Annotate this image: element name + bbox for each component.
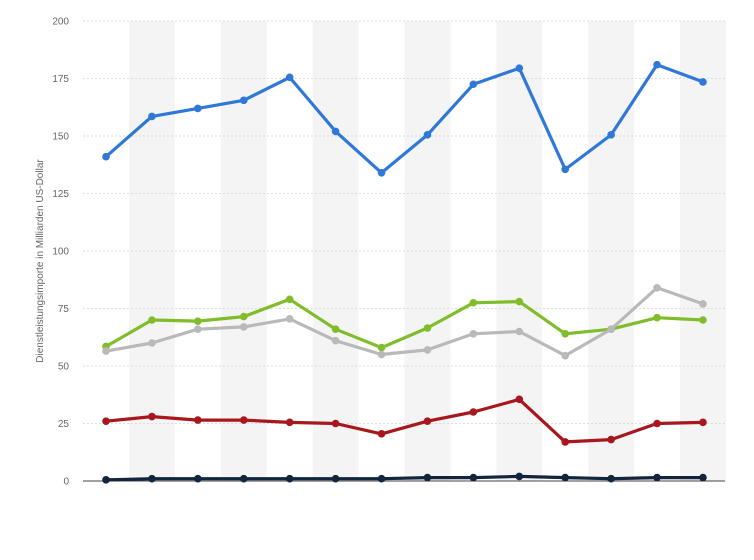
data-point[interactable] [285, 418, 294, 427]
y-axis-title: Dienstleistungsimporte in Milliarden US-… [35, 159, 46, 363]
data-point[interactable] [377, 350, 386, 359]
y-tick-label: 25 [58, 419, 70, 430]
data-point[interactable] [653, 313, 661, 322]
data-point[interactable] [469, 473, 478, 482]
data-point[interactable] [607, 474, 615, 483]
data-point[interactable] [194, 416, 202, 424]
data-point[interactable] [699, 418, 707, 427]
series-line [104, 63, 705, 175]
data-point[interactable] [515, 327, 524, 336]
data-point[interactable] [561, 438, 569, 446]
y-tick-label: 100 [52, 247, 69, 258]
data-point[interactable] [331, 325, 340, 334]
data-point[interactable] [102, 476, 110, 484]
y-tick-label: 150 [52, 132, 69, 143]
y-tick-label: 175 [52, 74, 69, 85]
data-point[interactable] [377, 430, 386, 438]
data-point[interactable] [285, 73, 294, 82]
data-point[interactable] [607, 131, 615, 139]
grid-lines [83, 20, 725, 424]
data-point[interactable] [102, 417, 110, 426]
data-point[interactable] [285, 474, 294, 483]
data-point[interactable] [423, 473, 432, 482]
series-5 [102, 472, 707, 484]
data-point[interactable] [699, 316, 707, 324]
data-point[interactable] [515, 472, 524, 481]
data-point[interactable] [285, 295, 294, 304]
y-tick-label: 50 [58, 362, 70, 373]
data-point[interactable] [102, 152, 110, 161]
data-point[interactable] [331, 336, 340, 345]
data-point[interactable] [148, 112, 156, 121]
data-point[interactable] [607, 435, 615, 444]
series-2 [102, 295, 707, 352]
data-point[interactable] [469, 330, 478, 338]
data-point[interactable] [423, 346, 432, 354]
data-point[interactable] [561, 330, 569, 338]
y-tick-label: 0 [63, 477, 69, 488]
y-tick-label: 75 [58, 304, 70, 315]
data-point[interactable] [194, 104, 202, 113]
data-point[interactable] [148, 412, 156, 421]
series-line [104, 474, 705, 482]
data-point[interactable] [239, 474, 248, 483]
data-point[interactable] [653, 473, 661, 482]
y-tick-label: 200 [52, 17, 69, 28]
data-point[interactable] [285, 315, 294, 323]
data-point[interactable] [331, 127, 340, 136]
data-point[interactable] [239, 323, 248, 331]
data-point[interactable] [194, 325, 202, 334]
data-point[interactable] [331, 474, 340, 483]
series-line [104, 297, 705, 350]
data-point[interactable] [377, 169, 386, 177]
data-point[interactable] [469, 80, 478, 89]
data-point[interactable] [423, 417, 432, 426]
y-tick-labels: 0 25 50 75 100 125 150 175 200 [52, 17, 69, 488]
data-point[interactable] [469, 298, 478, 307]
data-point[interactable] [194, 317, 202, 325]
data-point[interactable] [377, 343, 386, 352]
data-point[interactable] [331, 419, 340, 428]
data-point[interactable] [148, 474, 156, 483]
data-point[interactable] [607, 325, 615, 334]
y-tick-label: 125 [52, 189, 69, 200]
data-point[interactable] [653, 60, 661, 69]
series-layer [102, 60, 707, 484]
data-point[interactable] [148, 339, 156, 347]
series-4 [102, 395, 707, 446]
data-point[interactable] [699, 78, 707, 86]
data-point[interactable] [515, 297, 524, 306]
data-point[interactable] [194, 474, 202, 483]
series-line [104, 397, 705, 444]
data-point[interactable] [515, 64, 524, 72]
series-1 [102, 60, 707, 177]
data-point[interactable] [653, 284, 661, 292]
data-point[interactable] [699, 300, 707, 308]
data-point[interactable] [102, 347, 110, 355]
data-point[interactable] [239, 416, 248, 424]
data-point[interactable] [423, 324, 432, 332]
data-point[interactable] [561, 165, 569, 174]
series-3 [102, 284, 707, 360]
data-point[interactable] [469, 408, 478, 416]
data-point[interactable] [423, 131, 432, 139]
data-point[interactable] [239, 96, 248, 105]
data-point[interactable] [515, 395, 524, 404]
data-point[interactable] [377, 474, 386, 483]
data-point[interactable] [148, 316, 156, 324]
data-point[interactable] [699, 473, 707, 482]
data-point[interactable] [561, 351, 569, 360]
series-line [104, 286, 705, 358]
data-point[interactable] [653, 419, 661, 428]
data-point[interactable] [561, 473, 569, 482]
data-point[interactable] [239, 312, 248, 321]
